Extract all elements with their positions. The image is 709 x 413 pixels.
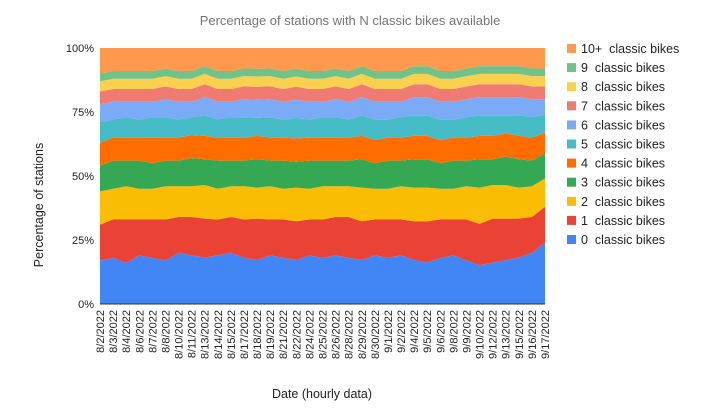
legend-label: 1 classic bikes (581, 214, 665, 228)
area-series-2 (100, 178, 545, 225)
chart-title: Percentage of stations with N classic bi… (200, 13, 501, 28)
x-tick-label: 8/4/2022 (121, 310, 133, 353)
legend-swatch (567, 101, 576, 111)
x-tick-label: 8/21/2022 (278, 310, 290, 359)
area-series-6 (100, 97, 545, 123)
x-tick-label: 8/11/2022 (187, 310, 199, 358)
x-tick-label: 9/2/2022 (396, 310, 408, 353)
x-tick-label: 9/5/2022 (422, 310, 434, 353)
legend-label: 0 classic bikes (581, 233, 665, 247)
y-tick-label: 75% (72, 107, 94, 119)
y-axis-label: Percentage of stations (32, 143, 46, 267)
x-tick-label: 8/19/2022 (265, 310, 277, 359)
x-tick-label: 8/26/2022 (331, 310, 343, 359)
area-series-5 (100, 114, 545, 143)
legend-swatch (567, 44, 576, 53)
legend-swatch (567, 196, 576, 206)
area-series-8 (100, 73, 545, 92)
x-tick-label: 8/7/2022 (147, 310, 159, 353)
legend-swatch (567, 235, 576, 244)
x-tick-label: 9/17/2022 (540, 310, 552, 359)
legend-swatch (567, 120, 576, 130)
x-tick-label: 9/10/2022 (475, 310, 487, 359)
x-tick-label: 8/8/2022 (160, 310, 172, 353)
x-tick-label: 9/15/2022 (514, 310, 526, 359)
legend-label: 2 classic bikes (581, 195, 665, 209)
legend-swatch (567, 82, 576, 92)
x-tick-label: 8/24/2022 (304, 310, 316, 359)
legend-label: 3 classic bikes (581, 176, 665, 190)
area-series-4 (100, 132, 545, 166)
x-tick-label: 8/22/2022 (291, 310, 303, 359)
area-series-0 (100, 242, 545, 304)
legend-swatch (567, 139, 576, 149)
x-tick-label: 8/10/2022 (174, 310, 186, 359)
x-tick-label: 9/16/2022 (527, 310, 539, 359)
legend-swatch (567, 63, 576, 73)
legend-label: 8 classic bikes (581, 80, 665, 94)
x-tick-label: 8/15/2022 (226, 310, 238, 359)
x-tick-label: 9/1/2022 (383, 310, 395, 353)
x-tick-label: 8/30/2022 (370, 310, 382, 359)
legend-swatch (567, 177, 576, 187)
x-tick-label: 9/13/2022 (501, 310, 513, 359)
y-tick-label: 50% (72, 171, 94, 183)
x-tick-label: 8/2/2022 (95, 310, 107, 353)
x-tick-label: 8/3/2022 (108, 310, 120, 353)
x-tick-label: 9/8/2022 (448, 310, 460, 353)
legend-swatch (567, 158, 576, 168)
y-tick-label: 100% (66, 43, 94, 55)
legend: 10+ classic bikes 9 classic bikes 8 classi… (567, 42, 679, 247)
x-tick-label: 8/28/2022 (344, 310, 356, 359)
x-tick-label: 9/4/2022 (409, 310, 421, 353)
x-axis-ticks: 8/2/2022 8/3/2022 8/4/2022 8/6/2022 8/7/2022… (95, 310, 552, 359)
area-series-9 (100, 66, 545, 82)
legend-label: 5 classic bikes (581, 138, 665, 152)
legend-label: 10+ classic bikes (581, 42, 679, 56)
x-tick-label: 8/25/2022 (318, 310, 330, 359)
gridlines (100, 303, 545, 305)
area-series-1 (100, 206, 545, 266)
x-axis-label: Date (hourly data) (272, 387, 372, 401)
y-tick-label: 25% (72, 235, 94, 247)
x-tick-label: 8/29/2022 (357, 310, 369, 359)
legend-swatch (567, 215, 576, 225)
plot-area (100, 48, 545, 304)
x-tick-label: 9/12/2022 (488, 310, 500, 359)
x-tick-label: 9/6/2022 (435, 310, 447, 353)
x-tick-label: 8/17/2022 (239, 310, 251, 359)
area-series-7 (100, 84, 545, 105)
legend-label: 7 classic bikes (581, 99, 665, 113)
area-series-3 (100, 152, 545, 192)
legend-label: 9 classic bikes (581, 61, 665, 75)
x-tick-label: 8/13/2022 (200, 310, 212, 359)
x-tick-label: 9/9/2022 (461, 310, 473, 353)
x-tick-label: 8/6/2022 (134, 310, 146, 353)
y-axis-ticks: 0% 25% 50% 75% 100% (66, 43, 94, 311)
x-tick-label: 8/14/2022 (213, 310, 225, 359)
legend-label: 4 classic bikes (581, 157, 665, 171)
x-tick-label: 8/18/2022 (252, 310, 264, 359)
area-series-10 (100, 48, 545, 74)
legend-label: 6 classic bikes (581, 118, 665, 132)
y-tick-label: 0% (78, 299, 94, 311)
